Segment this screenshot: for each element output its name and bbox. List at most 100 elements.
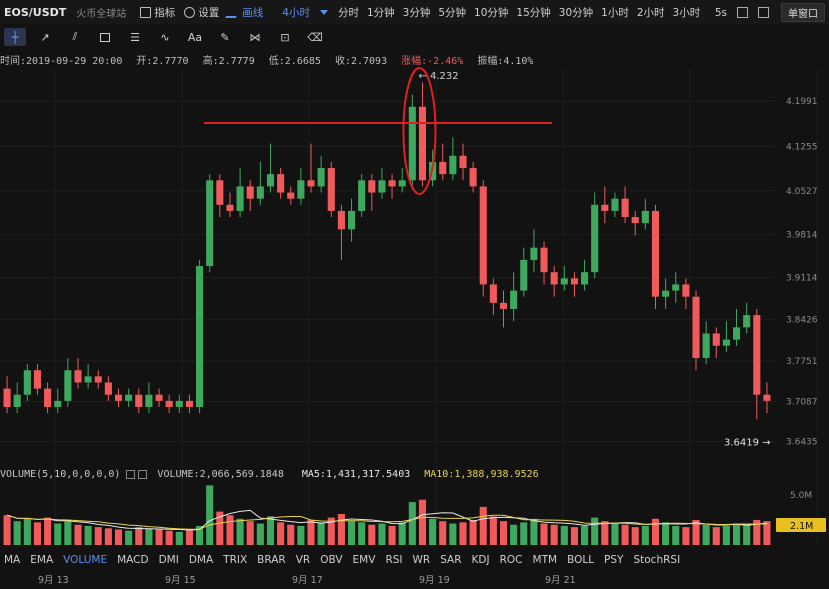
indicator-tab-rsi[interactable]: RSI — [385, 554, 403, 566]
volume-bar — [307, 519, 315, 545]
settings-box-icon[interactable] — [126, 469, 136, 479]
timeframe-realtime[interactable]: 分时 — [337, 6, 359, 19]
timeframe-15m[interactable]: 15分钟 — [516, 6, 551, 19]
volume-bar — [114, 529, 123, 545]
top-bar: EOS/USDT 火币全球站 指标 设置 画线 4小时 分时 1分钟 3分钟 5… — [0, 0, 829, 24]
parallel-icon[interactable]: ⫽ — [72, 30, 78, 43]
candle — [347, 198, 356, 242]
fib-icon[interactable]: ☰ — [130, 30, 140, 44]
volume-bar — [358, 522, 366, 545]
fullscreen-icon[interactable] — [737, 7, 748, 18]
candle — [165, 394, 173, 414]
date-tick: 9月 21 — [545, 575, 576, 586]
indicator-tab-emv[interactable]: EMV — [352, 554, 376, 566]
restore-icon[interactable] — [758, 7, 769, 18]
timeframe-10m[interactable]: 10分钟 — [474, 6, 509, 19]
volume-bar — [763, 521, 771, 545]
indicator-tab-psy[interactable]: PSY — [604, 554, 624, 566]
volume-bar — [74, 524, 82, 545]
volume-info: VOLUME(5,10,0,0,0,0) VOLUME:2,066,569.18… — [0, 467, 539, 481]
candle — [641, 198, 649, 230]
chart-grid — [0, 70, 818, 545]
close-box-icon[interactable] — [138, 469, 148, 479]
volume-bar — [753, 519, 761, 545]
candles — [3, 82, 771, 420]
ohlc-info: 时间:2019-09-29 20:00 开:2.7770 高:2.7779 低:… — [0, 52, 541, 67]
indicator-tab-ema[interactable]: EMA — [30, 554, 54, 566]
volume-bar — [662, 522, 670, 545]
indicator-button[interactable]: 指标 — [140, 5, 175, 20]
timeframe-30m[interactable]: 30分钟 — [558, 6, 594, 19]
indicator-tab-sar[interactable]: SAR — [440, 554, 462, 566]
lock-icon[interactable]: ⊡ — [280, 30, 290, 44]
volume-bar — [621, 524, 629, 545]
timeframe-1h[interactable]: 1小时 — [601, 6, 629, 19]
price-tick: 4.1255 — [786, 142, 818, 152]
volume-bar — [560, 525, 568, 545]
candle — [297, 168, 305, 205]
highlight-ellipse[interactable] — [402, 67, 437, 195]
volume-bar — [236, 518, 244, 545]
candle — [469, 161, 477, 193]
candle — [732, 308, 741, 346]
trash-icon[interactable]: ⌫ — [307, 30, 323, 44]
window-mode-select[interactable]: 单窗口 — [781, 3, 825, 22]
indicator-tab-dma[interactable]: DMA — [188, 554, 214, 566]
candle — [287, 186, 295, 205]
candle — [84, 364, 92, 389]
line-icon[interactable]: ↗ — [40, 30, 50, 44]
refresh-interval[interactable]: 5s — [714, 6, 727, 19]
pair-title[interactable]: EOS/USDT — [4, 5, 67, 19]
volume-axis-top: 5.0M — [790, 491, 812, 501]
indicator-tab-obv[interactable]: OBV — [320, 554, 343, 566]
timeframe-3m[interactable]: 3分钟 — [402, 6, 431, 19]
indicator-icon — [140, 6, 152, 18]
text-tool[interactable]: Aa — [187, 30, 203, 44]
timeframe-2h[interactable]: 2小时 — [636, 6, 665, 19]
draw-line-button[interactable]: 画线 — [225, 5, 263, 20]
rect-icon[interactable] — [94, 28, 116, 46]
indicator-tab-wr[interactable]: WR — [412, 554, 431, 566]
indicator-tab-macd[interactable]: MACD — [117, 554, 149, 566]
candle — [662, 278, 670, 309]
candle — [125, 388, 133, 407]
timeframe-5m[interactable]: 5分钟 — [438, 6, 467, 19]
chevron-down-icon[interactable] — [319, 9, 328, 15]
candle — [398, 168, 406, 193]
timeframe-1m[interactable]: 1分钟 — [366, 6, 395, 19]
volume-bar — [246, 521, 254, 545]
candle — [368, 174, 376, 211]
indicator-tab-trix[interactable]: TRIX — [223, 554, 248, 566]
candle — [23, 364, 31, 401]
brush-icon[interactable]: ✎ — [220, 30, 230, 44]
indicator-tab-boll[interactable]: BOLL — [567, 554, 595, 566]
indicator-tab-stochrsi[interactable]: StochRSI — [633, 554, 681, 566]
timeframe-4h[interactable]: 4小时 — [282, 6, 310, 19]
price-tick: 3.7751 — [786, 357, 818, 367]
candle — [3, 376, 11, 414]
date-tick: 9月 17 — [292, 575, 323, 586]
candle — [64, 357, 72, 407]
timeframe-3h[interactable]: 3小时 — [672, 6, 701, 19]
indicator-tab-mtm[interactable]: MTM — [532, 554, 558, 566]
candle — [256, 161, 264, 205]
indicator-tab-roc[interactable]: ROC — [499, 554, 523, 566]
crosshair-icon[interactable]: ┼ — [4, 28, 26, 46]
volume-bar — [712, 527, 720, 545]
indicator-tab-ma[interactable]: MA — [4, 554, 21, 566]
candle — [378, 168, 386, 199]
peak-label: ← 4.232 — [418, 71, 458, 82]
measure-icon[interactable]: ⋈ — [249, 30, 261, 44]
candle — [74, 357, 82, 389]
indicator-tab-brar[interactable]: BRAR — [257, 554, 286, 566]
indicator-tab-kdj[interactable]: KDJ — [471, 554, 490, 566]
settings-button[interactable]: 设置 — [184, 5, 219, 20]
indicator-tab-volume[interactable]: VOLUME — [63, 554, 108, 566]
wave-icon[interactable]: ∿ — [160, 30, 170, 44]
indicator-tab-dmi[interactable]: DMI — [158, 554, 179, 566]
candle — [216, 174, 224, 218]
candle — [449, 137, 457, 181]
indicator-tab-vr[interactable]: VR — [295, 554, 311, 566]
volume-bar — [398, 522, 406, 545]
